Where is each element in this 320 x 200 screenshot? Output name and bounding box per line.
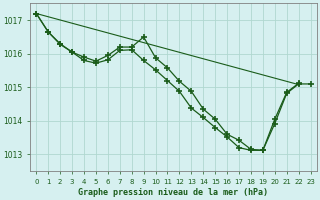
X-axis label: Graphe pression niveau de la mer (hPa): Graphe pression niveau de la mer (hPa)	[78, 188, 268, 197]
